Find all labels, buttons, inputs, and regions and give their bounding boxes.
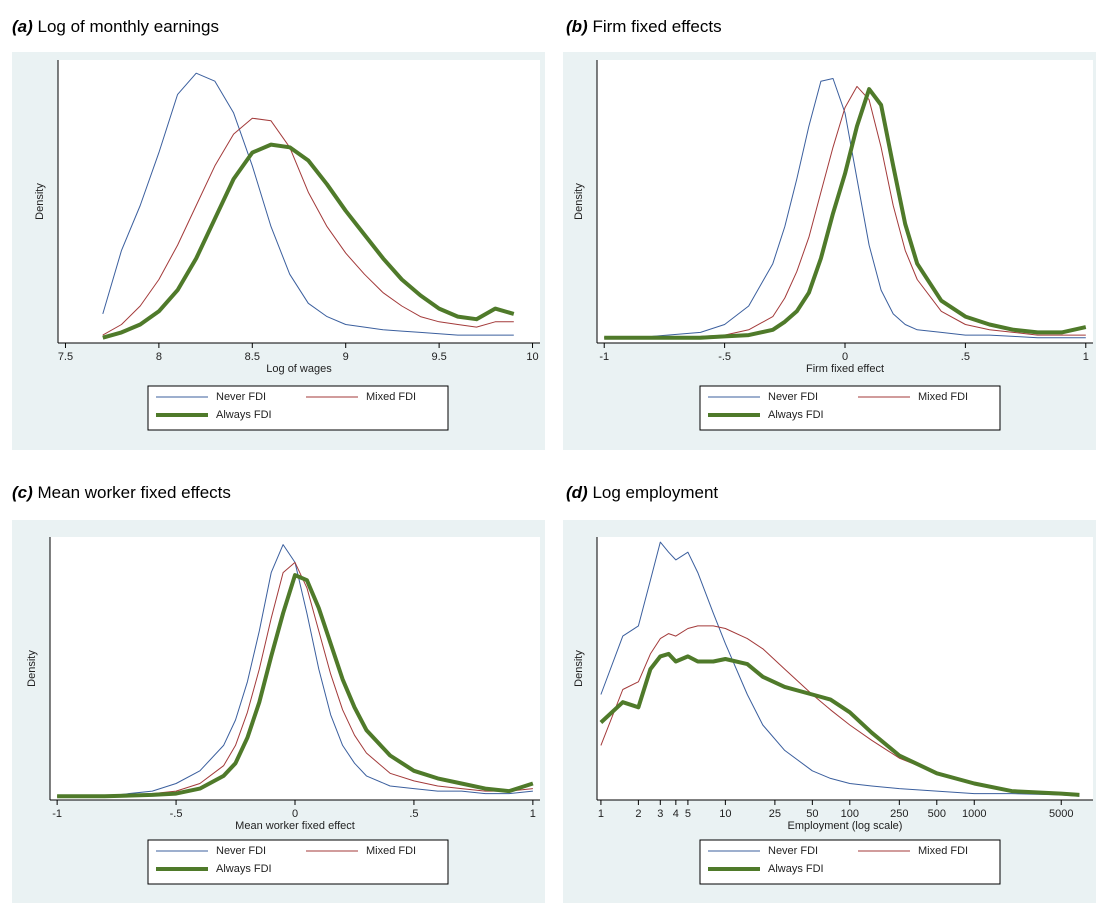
panel-title: (d) Log employment	[566, 483, 718, 502]
legend-label: Mixed FDI	[918, 845, 968, 857]
x-axis-label: Log of wages	[266, 363, 332, 375]
legend-box	[699, 839, 1001, 885]
legend-label: Never FDI	[768, 845, 818, 857]
x-tick-label: 0	[292, 808, 298, 820]
x-tick-label: 5000	[1049, 808, 1073, 820]
density-line	[102, 117, 514, 336]
density-line	[604, 85, 1086, 339]
panel-label: (b)	[566, 17, 588, 36]
x-tick-label: 100	[841, 808, 859, 820]
x-tick-label: 50	[806, 808, 818, 820]
x-tick-label: .5	[409, 808, 418, 820]
x-tick-label: 1	[598, 808, 604, 820]
x-tick-label: -1	[52, 808, 62, 820]
x-tick-label: 9	[343, 351, 349, 363]
x-tick-label: 5	[685, 808, 691, 820]
y-axis-label: Density	[34, 183, 46, 220]
x-tick-label: 8.5	[245, 351, 260, 363]
density-line	[102, 142, 515, 340]
panel-title-text: Log employment	[592, 483, 718, 502]
x-tick-label: 10	[719, 808, 731, 820]
x-tick-label: 1	[530, 808, 536, 820]
plot-area	[58, 60, 540, 343]
density-line	[600, 541, 1080, 797]
panel-label: (a)	[12, 17, 33, 36]
legend-label: Mixed FDI	[366, 845, 416, 857]
x-tick-label: 1	[1083, 351, 1089, 363]
legend-label: Never FDI	[768, 391, 818, 403]
panel-title: (a) Log of monthly earnings	[12, 17, 219, 36]
plot-area	[597, 537, 1093, 800]
x-tick-label: 1000	[962, 808, 986, 820]
x-tick-label: .5	[961, 351, 970, 363]
x-tick-label: 500	[928, 808, 946, 820]
panel-title-text: Firm fixed effects	[592, 17, 721, 36]
x-tick-label: 4	[673, 808, 679, 820]
x-tick-label: 7.5	[58, 351, 73, 363]
x-axis-label: Firm fixed effect	[806, 363, 884, 375]
legend-label: Never FDI	[216, 845, 266, 857]
y-axis-label: Density	[26, 650, 38, 687]
density-line	[102, 72, 514, 336]
legend-label: Mixed FDI	[366, 391, 416, 403]
density-line	[604, 78, 1086, 339]
panel-label: (d)	[566, 483, 588, 502]
x-tick-label: 3	[657, 808, 663, 820]
x-axis-label: Employment (log scale)	[788, 820, 903, 832]
panel-title-text: Mean worker fixed effects	[38, 483, 231, 502]
legend-label: Always FDI	[768, 863, 824, 875]
x-tick-label: 25	[769, 808, 781, 820]
x-tick-label: 250	[890, 808, 908, 820]
x-axis-label: Mean worker fixed effect	[235, 820, 355, 832]
legend-box	[147, 839, 449, 885]
x-tick-label: 10	[526, 351, 538, 363]
x-tick-label: -.5	[718, 351, 731, 363]
x-tick-label: 8	[156, 351, 162, 363]
legend-label: Always FDI	[768, 409, 824, 421]
x-tick-label: 2	[635, 808, 641, 820]
density-line	[57, 544, 533, 797]
x-tick-label: 9.5	[431, 351, 446, 363]
legend-box	[147, 385, 449, 431]
legend-label: Always FDI	[216, 409, 272, 421]
panel-label: (c)	[12, 483, 33, 502]
legend-label: Mixed FDI	[918, 391, 968, 403]
x-tick-label: -.5	[170, 808, 183, 820]
plot-area	[597, 60, 1093, 343]
y-axis-label: Density	[573, 650, 585, 687]
y-axis-label: Density	[573, 183, 585, 220]
density-line	[57, 561, 533, 797]
legend-label: Never FDI	[216, 391, 266, 403]
density-line	[604, 87, 1087, 340]
x-tick-label: 0	[842, 351, 848, 363]
density-line	[57, 573, 534, 799]
legend-box	[699, 385, 1001, 431]
panel-title: (b) Firm fixed effects	[566, 17, 722, 36]
legend-label: Always FDI	[216, 863, 272, 875]
density-line	[599, 651, 1080, 797]
panel-title-text: Log of monthly earnings	[38, 17, 219, 36]
x-tick-label: -1	[599, 351, 609, 363]
panel-title: (c) Mean worker fixed effects	[12, 483, 231, 502]
